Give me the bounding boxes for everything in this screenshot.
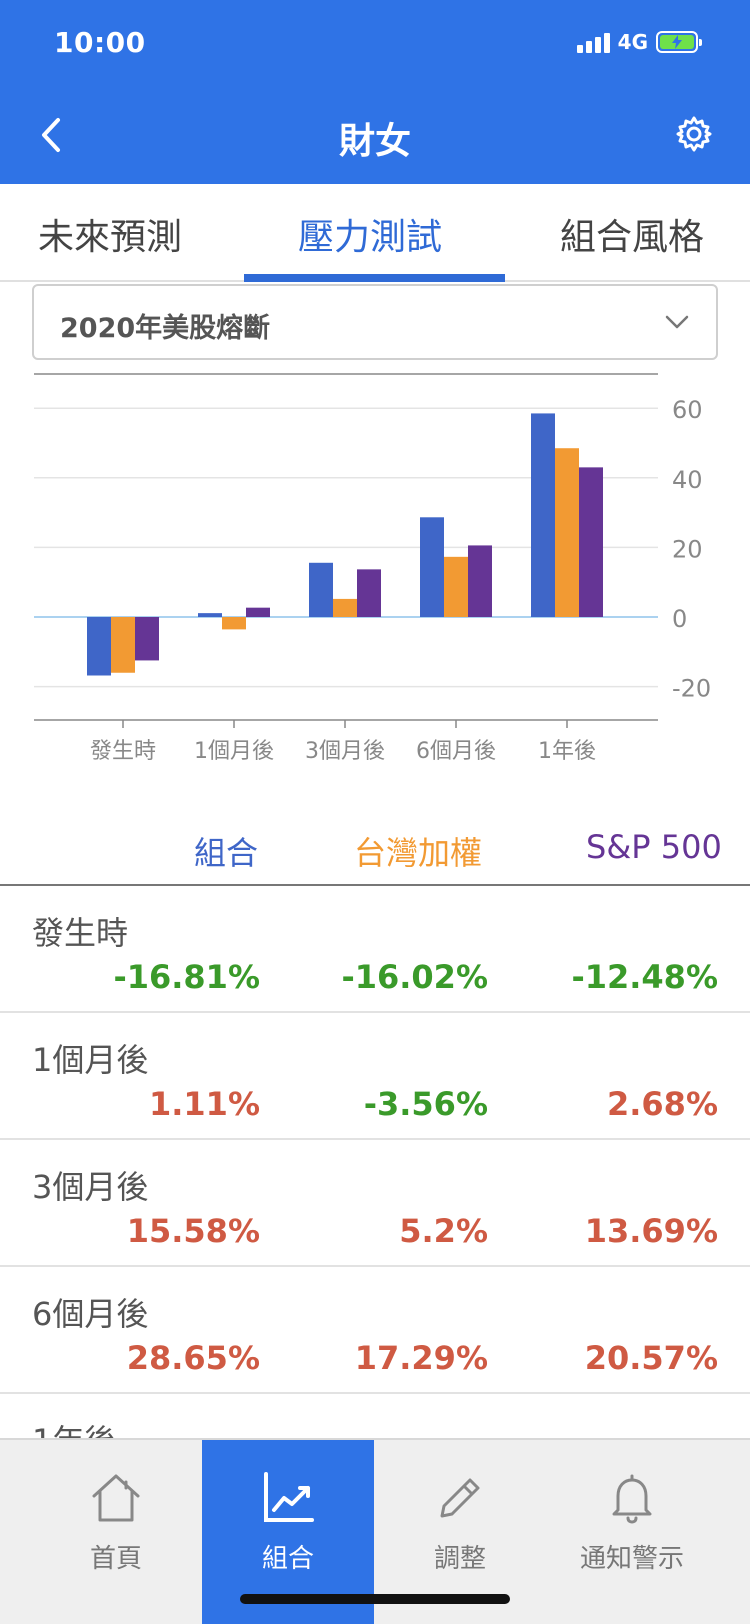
gear-icon [676, 116, 712, 152]
settings-button[interactable] [674, 114, 714, 154]
bar-portfolio [309, 562, 333, 617]
bar-taiex [222, 617, 246, 630]
row-label: 6個月後 [32, 1295, 149, 1333]
bottom-nav: 首頁 組合 調整 通知警示 [0, 1438, 750, 1624]
bar-taiex [111, 617, 135, 673]
bar-portfolio [531, 413, 555, 617]
home-icon [92, 1474, 140, 1522]
cell-taiex: -3.56% [363, 1085, 488, 1123]
app-header: 10:00 4G 財女 [0, 0, 750, 184]
bar-sp500 [135, 617, 159, 661]
bar-sp500 [468, 545, 492, 617]
back-button[interactable] [34, 112, 70, 158]
row-label: 1個月後 [32, 1041, 149, 1079]
y-tick-label: 20 [672, 535, 703, 563]
bar-sp500 [579, 467, 603, 617]
bar-sp500 [357, 569, 381, 617]
x-tick-label: 3個月後 [305, 739, 385, 764]
chevron-down-icon [665, 315, 689, 329]
tab-bar: 未來預測 壓力測試 組合風格 [0, 184, 750, 282]
cell-sp500: 20.57% [584, 1339, 718, 1377]
signal-icon [576, 31, 610, 53]
bar-taiex [333, 598, 357, 617]
status-indicators: 4G [576, 30, 702, 54]
scenario-select[interactable]: 2020年美股熔斷 [32, 284, 718, 360]
nav-home[interactable]: 首頁 [30, 1440, 202, 1624]
cell-taiex: 17.29% [354, 1339, 488, 1377]
y-tick-label: 40 [672, 466, 703, 494]
legend-portfolio: 組合 [194, 834, 259, 872]
bar-portfolio [198, 613, 222, 617]
cell-portfolio: 15.58% [126, 1212, 260, 1250]
tab-portfolio-style[interactable]: 組合風格 [560, 217, 705, 258]
cell-taiex: 5.2% [399, 1212, 488, 1250]
table-row: 發生時 -16.81% -16.02% -12.48% [0, 886, 750, 1013]
status-time: 10:00 [54, 26, 146, 59]
pencil-icon [440, 1478, 480, 1518]
y-tick-label: -20 [672, 675, 711, 703]
row-label: 3個月後 [32, 1168, 149, 1206]
y-tick-label: 0 [672, 605, 687, 633]
home-indicator [240, 1594, 510, 1604]
y-tick-label: 60 [672, 396, 703, 424]
table-row: 3個月後 15.58% 5.2% 13.69% [0, 1140, 750, 1267]
scenario-selected-label: 2020年美股熔斷 [60, 313, 271, 344]
cell-portfolio: 28.65% [126, 1339, 260, 1377]
nav-adjust[interactable]: 調整 [374, 1440, 546, 1624]
legend-sp500: S&P 500 [586, 828, 722, 866]
cell-portfolio: -16.81% [113, 958, 260, 996]
bar-portfolio [87, 617, 111, 676]
cell-portfolio: 1.11% [148, 1085, 260, 1123]
nav-label: 組合 [261, 1544, 314, 1574]
cell-sp500: -12.48% [571, 958, 718, 996]
cell-taiex: -16.02% [341, 958, 488, 996]
nav-alerts[interactable]: 通知警示 [546, 1440, 718, 1624]
tab-stress-test[interactable]: 壓力測試 [298, 217, 443, 258]
cell-sp500: 2.68% [606, 1085, 718, 1123]
stress-test-chart: 60 40 20 0 -20 發生時 1個月後 3個月後 6個月後 1年後 [34, 373, 711, 764]
tab-active-indicator [244, 274, 505, 282]
chart-up-icon [264, 1472, 314, 1522]
nav-label: 首頁 [89, 1544, 142, 1574]
chevron-left-icon [42, 118, 60, 152]
row-label: 發生時 [32, 914, 129, 952]
tab-future-forecast[interactable]: 未來預測 [38, 217, 183, 258]
x-tick-label: 1個月後 [194, 739, 274, 764]
bar-taiex [444, 556, 468, 617]
x-tick-label: 1年後 [538, 739, 596, 764]
bar-portfolio [420, 517, 444, 617]
bell-icon [612, 1474, 652, 1524]
x-tick-label: 6個月後 [416, 739, 496, 764]
bar-taiex [555, 448, 579, 617]
x-tick-label: 發生時 [90, 739, 156, 764]
app-title: 財女 [338, 121, 411, 162]
nav-label: 調整 [433, 1544, 486, 1574]
cell-sp500: 13.69% [584, 1212, 718, 1250]
nav-portfolio[interactable]: 組合 [202, 1440, 374, 1624]
table-row: 1個月後 1.11% -3.56% 2.68% [0, 1013, 750, 1140]
table-row: 6個月後 28.65% 17.29% 20.57% [0, 1267, 750, 1394]
legend-taiex: 台灣加權 [354, 834, 483, 872]
bar-sp500 [246, 607, 270, 617]
stress-test-table: 發生時 -16.81% -16.02% -12.48% 1個月後 1.11% -… [0, 884, 750, 1521]
network-label: 4G [617, 30, 648, 54]
nav-label: 通知警示 [579, 1544, 684, 1574]
battery-icon [656, 31, 702, 53]
